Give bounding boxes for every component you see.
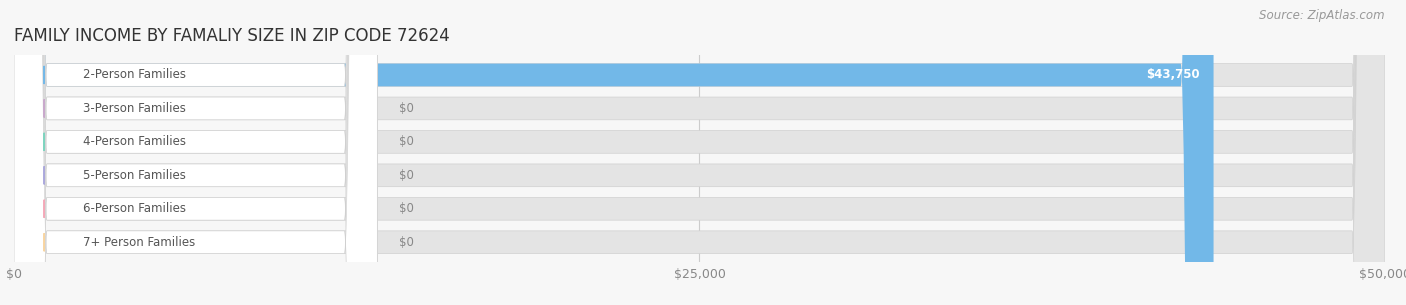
Text: 3-Person Families: 3-Person Families <box>83 102 186 115</box>
FancyBboxPatch shape <box>14 0 1385 305</box>
FancyBboxPatch shape <box>14 0 377 305</box>
Text: Source: ZipAtlas.com: Source: ZipAtlas.com <box>1260 9 1385 22</box>
FancyBboxPatch shape <box>14 0 377 305</box>
FancyBboxPatch shape <box>14 0 1385 305</box>
FancyBboxPatch shape <box>14 0 377 305</box>
Text: 7+ Person Families: 7+ Person Families <box>83 236 195 249</box>
Text: $0: $0 <box>399 102 415 115</box>
Text: $43,750: $43,750 <box>1146 68 1199 81</box>
Text: 2-Person Families: 2-Person Families <box>83 68 186 81</box>
FancyBboxPatch shape <box>14 0 1213 305</box>
Text: $0: $0 <box>399 236 415 249</box>
Text: 4-Person Families: 4-Person Families <box>83 135 186 148</box>
Text: 5-Person Families: 5-Person Families <box>83 169 186 182</box>
FancyBboxPatch shape <box>14 0 377 305</box>
FancyBboxPatch shape <box>14 0 1385 305</box>
FancyBboxPatch shape <box>14 0 1385 305</box>
Text: $0: $0 <box>399 202 415 215</box>
FancyBboxPatch shape <box>14 0 377 305</box>
Text: 6-Person Families: 6-Person Families <box>83 202 186 215</box>
Text: $0: $0 <box>399 135 415 148</box>
FancyBboxPatch shape <box>14 0 377 305</box>
Text: FAMILY INCOME BY FAMALIY SIZE IN ZIP CODE 72624: FAMILY INCOME BY FAMALIY SIZE IN ZIP COD… <box>14 27 450 45</box>
Text: $0: $0 <box>399 169 415 182</box>
FancyBboxPatch shape <box>14 0 1385 305</box>
FancyBboxPatch shape <box>14 0 1385 305</box>
